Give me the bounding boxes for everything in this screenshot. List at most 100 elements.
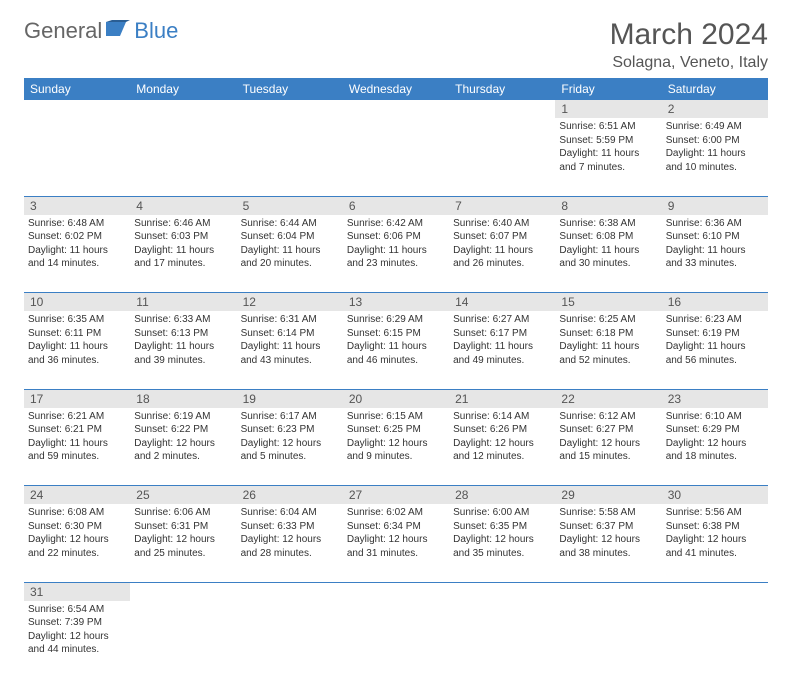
day-cell bbox=[130, 601, 236, 679]
sunrise-text: Sunrise: 6:35 AM bbox=[28, 313, 126, 327]
sunrise-text: Sunrise: 6:31 AM bbox=[241, 313, 339, 327]
day1-text: Daylight: 12 hours bbox=[241, 437, 339, 451]
sunset-text: Sunset: 6:03 PM bbox=[134, 230, 232, 244]
day-cell bbox=[449, 118, 555, 196]
day-number: 25 bbox=[136, 488, 149, 502]
day-number-cell: 12 bbox=[237, 293, 343, 312]
day-cell: Sunrise: 6:44 AMSunset: 6:04 PMDaylight:… bbox=[237, 215, 343, 293]
day1-text: Daylight: 11 hours bbox=[134, 244, 232, 258]
day-number-cell: 15 bbox=[555, 293, 661, 312]
sunset-text: Sunset: 6:07 PM bbox=[453, 230, 551, 244]
day-number-cell: 9 bbox=[662, 196, 768, 215]
day-cell: Sunrise: 6:51 AMSunset: 5:59 PMDaylight:… bbox=[555, 118, 661, 196]
day1-text: Daylight: 12 hours bbox=[28, 630, 126, 644]
sunset-text: Sunset: 6:27 PM bbox=[559, 423, 657, 437]
day-cell: Sunrise: 6:25 AMSunset: 6:18 PMDaylight:… bbox=[555, 311, 661, 389]
day1-text: Daylight: 11 hours bbox=[453, 244, 551, 258]
day-cell: Sunrise: 6:06 AMSunset: 6:31 PMDaylight:… bbox=[130, 504, 236, 582]
day-cell bbox=[237, 118, 343, 196]
sunrise-text: Sunrise: 6:15 AM bbox=[347, 410, 445, 424]
day1-text: Daylight: 11 hours bbox=[666, 340, 764, 354]
day2-text: and 15 minutes. bbox=[559, 450, 657, 464]
day-number-cell bbox=[130, 100, 236, 118]
sunrise-text: Sunrise: 6:33 AM bbox=[134, 313, 232, 327]
day-cell: Sunrise: 6:04 AMSunset: 6:33 PMDaylight:… bbox=[237, 504, 343, 582]
day-number: 10 bbox=[30, 295, 43, 309]
day-number-cell bbox=[343, 582, 449, 601]
day-cell: Sunrise: 6:31 AMSunset: 6:14 PMDaylight:… bbox=[237, 311, 343, 389]
day-cell bbox=[662, 601, 768, 679]
day-cell: Sunrise: 6:40 AMSunset: 6:07 PMDaylight:… bbox=[449, 215, 555, 293]
day-number-cell: 13 bbox=[343, 293, 449, 312]
day1-text: Daylight: 11 hours bbox=[453, 340, 551, 354]
day-number: 28 bbox=[455, 488, 468, 502]
day-content-row: Sunrise: 6:08 AMSunset: 6:30 PM Daylight:… bbox=[24, 504, 768, 582]
day-number-cell: 14 bbox=[449, 293, 555, 312]
day-number-cell: 21 bbox=[449, 389, 555, 408]
sunset-text: Sunset: 6:00 PM bbox=[666, 134, 764, 148]
day1-text: Daylight: 11 hours bbox=[559, 244, 657, 258]
day-number: 15 bbox=[561, 295, 574, 309]
day2-text: and 38 minutes. bbox=[559, 547, 657, 561]
logo-text-blue: Blue bbox=[134, 18, 178, 44]
weekday-header: Saturday bbox=[662, 78, 768, 100]
day-number-cell: 6 bbox=[343, 196, 449, 215]
day-cell: Sunrise: 6:38 AMSunset: 6:08 PMDaylight:… bbox=[555, 215, 661, 293]
sunrise-text: Sunrise: 5:58 AM bbox=[559, 506, 657, 520]
day-number-row: 12 bbox=[24, 100, 768, 118]
day2-text: and 35 minutes. bbox=[453, 547, 551, 561]
day-number-cell bbox=[449, 100, 555, 118]
day1-text: Daylight: 11 hours bbox=[241, 244, 339, 258]
day-number: 30 bbox=[668, 488, 681, 502]
day-cell: Sunrise: 6:21 AMSunset: 6:21 PMDaylight:… bbox=[24, 408, 130, 486]
day-number: 17 bbox=[30, 392, 43, 406]
day-cell: Sunrise: 6:17 AMSunset: 6:23 PMDaylight:… bbox=[237, 408, 343, 486]
day-number: 1 bbox=[561, 102, 568, 116]
day2-text: and 46 minutes. bbox=[347, 354, 445, 368]
sunrise-text: Sunrise: 6:06 AM bbox=[134, 506, 232, 520]
sunset-text: Sunset: 6:26 PM bbox=[453, 423, 551, 437]
sunrise-text: Sunrise: 6:04 AM bbox=[241, 506, 339, 520]
day1-text: Daylight: 12 hours bbox=[347, 533, 445, 547]
day1-text: Daylight: 11 hours bbox=[347, 244, 445, 258]
day-content-row: Sunrise: 6:48 AMSunset: 6:02 PMDaylight:… bbox=[24, 215, 768, 293]
sunrise-text: Sunrise: 6:12 AM bbox=[559, 410, 657, 424]
sunrise-text: Sunrise: 6:17 AM bbox=[241, 410, 339, 424]
day2-text: and 2 minutes. bbox=[134, 450, 232, 464]
day-number-cell bbox=[24, 100, 130, 118]
sunrise-text: Sunrise: 6:08 AM bbox=[28, 506, 126, 520]
day-cell: Sunrise: 6:29 AMSunset: 6:15 PMDaylight:… bbox=[343, 311, 449, 389]
sunrise-text: Sunrise: 6:10 AM bbox=[666, 410, 764, 424]
day-cell bbox=[24, 118, 130, 196]
day1-text: Daylight: 11 hours bbox=[28, 340, 126, 354]
sunset-text: Sunset: 5:59 PM bbox=[559, 134, 657, 148]
sunset-text: Sunset: 6:19 PM bbox=[666, 327, 764, 341]
sunset-text: Sunset: 6:21 PM bbox=[28, 423, 126, 437]
sunset-text: Sunset: 6:30 PM bbox=[28, 520, 126, 534]
day-number-cell: 10 bbox=[24, 293, 130, 312]
sunset-text: Sunset: 6:08 PM bbox=[559, 230, 657, 244]
day-cell: Sunrise: 6:02 AMSunset: 6:34 PMDaylight:… bbox=[343, 504, 449, 582]
day-cell: Sunrise: 6:33 AMSunset: 6:13 PMDaylight:… bbox=[130, 311, 236, 389]
sunset-text: Sunset: 6:04 PM bbox=[241, 230, 339, 244]
sunrise-text: Sunrise: 6:25 AM bbox=[559, 313, 657, 327]
day-cell bbox=[343, 601, 449, 679]
day-content-row: Sunrise: 6:51 AMSunset: 5:59 PMDaylight:… bbox=[24, 118, 768, 196]
day-content-row: Sunrise: 6:21 AMSunset: 6:21 PMDaylight:… bbox=[24, 408, 768, 486]
day2-text: and 20 minutes. bbox=[241, 257, 339, 271]
day2-text: and 52 minutes. bbox=[559, 354, 657, 368]
day-cell: Sunrise: 6:54 AMSunset: 7:39 PMDaylight:… bbox=[24, 601, 130, 679]
day2-text: and 7 minutes. bbox=[559, 161, 657, 175]
day-cell: Sunrise: 6:19 AMSunset: 6:22 PMDaylight:… bbox=[130, 408, 236, 486]
day-cell: Sunrise: 6:36 AMSunset: 6:10 PMDaylight:… bbox=[662, 215, 768, 293]
day-number-cell: 29 bbox=[555, 486, 661, 505]
day1-text: Daylight: 11 hours bbox=[28, 244, 126, 258]
day-cell bbox=[555, 601, 661, 679]
day-number-cell: 20 bbox=[343, 389, 449, 408]
day-number-cell: 25 bbox=[130, 486, 236, 505]
day-number: 14 bbox=[455, 295, 468, 309]
day-cell: Sunrise: 6:08 AMSunset: 6:30 PMDaylight:… bbox=[24, 504, 130, 582]
sunset-text: Sunset: 6:29 PM bbox=[666, 423, 764, 437]
day-number: 29 bbox=[561, 488, 574, 502]
sunset-text: Sunset: 6:15 PM bbox=[347, 327, 445, 341]
